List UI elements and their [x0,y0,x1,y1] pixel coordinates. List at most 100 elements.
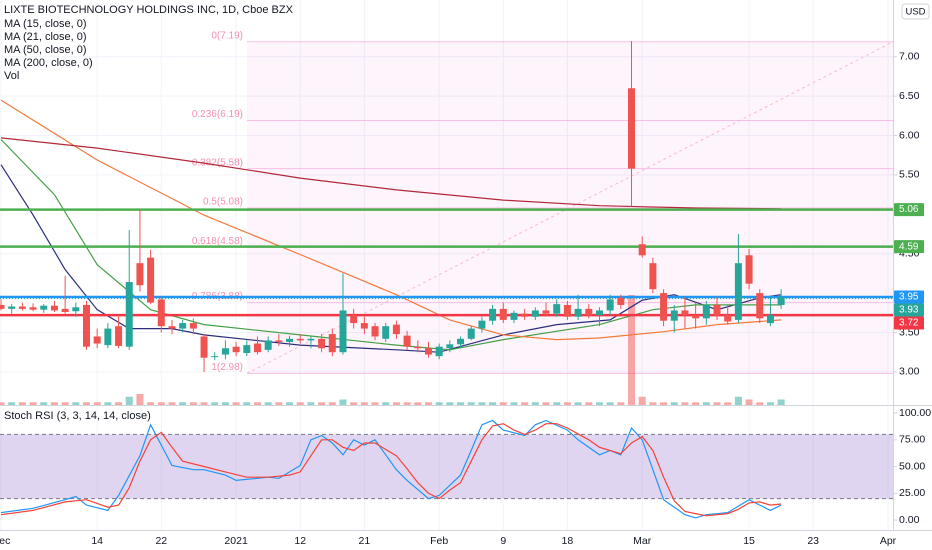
y-tick-label: 6.00 [899,129,920,141]
volume-bar [168,402,176,405]
volume-bar [104,402,112,405]
volume-bar [745,399,753,405]
volume-bar [446,402,454,405]
candle-body [702,304,710,319]
candle-body [489,308,497,321]
candle-body [670,310,678,321]
volume-bar [692,402,700,405]
volume-bar [499,402,507,405]
candle-body [467,328,475,339]
candle-body [157,299,165,327]
volume-bar [392,402,400,405]
price-label: 3.93 [899,305,919,316]
candle-body [531,310,539,317]
candle-body [328,334,336,353]
candle-body [318,338,326,349]
candle-body [777,297,785,305]
candle-body [72,307,80,312]
candle-body [478,320,486,329]
currency-badge[interactable] [901,3,930,20]
candle-body [29,307,37,310]
x-tick-label: 9 [500,535,506,547]
volume-bar [766,402,774,405]
candle-body [617,297,625,305]
candle-body [200,336,208,358]
volume-bar [510,402,518,405]
legend-entry: MA (200, close, 0) [4,57,93,69]
candle-body [649,263,657,290]
legend: LIXTE BIOTECHNOLOGY HOLDINGS INC, 1D, Cb… [4,4,294,422]
candle-body [713,304,721,316]
moving-average [0,139,782,351]
candle-body [414,346,422,349]
volume-bar [189,402,197,405]
legend-entry: MA (50, close, 0) [4,44,87,56]
candle-body [18,306,26,309]
volume-bar [424,402,432,405]
x-tick-label: 14 [91,535,103,547]
candle-body [638,244,646,256]
volume-bar [147,402,155,405]
volume-bar [157,402,165,405]
volume-bar [264,402,272,405]
candle-body [82,304,90,347]
price-label: 4.59 [899,241,919,252]
candle-body [446,344,454,349]
candle-body [724,315,732,322]
volume-bar [221,402,229,405]
volume-bar [563,402,571,405]
volume-bar [350,402,358,405]
volume-bar [82,402,90,405]
candle-body [264,340,272,350]
y-tick-label: 0.00 [899,514,920,526]
price-label: 3.95 [899,292,919,303]
legend-entry: MA (15, close, 0) [4,18,87,30]
volume-bar [713,402,721,405]
price-label: 5.06 [899,204,919,215]
volume-bar [307,402,315,405]
y-tick-label: 75.00 [899,434,925,446]
candle-body [115,326,123,346]
candle-body [286,338,294,342]
indicator-title: Stoch RSI (3, 3, 14, 14, close) [4,410,151,422]
candle-body [253,343,261,353]
volume-bar [403,402,411,405]
candle-body [275,340,283,342]
candle-body [734,263,742,320]
candle-body [692,315,700,319]
volume-bar [50,402,58,405]
volume-bar [724,402,732,405]
volume-bar [40,402,48,405]
fib-label: 1(2.98) [211,362,243,373]
chart-title: LIXTE BIOTECHNOLOGY HOLDINGS INC, 1D, Cb… [4,4,294,16]
x-tick-label: 21 [359,535,371,547]
candle-body [104,328,112,346]
candle-body [179,323,187,329]
y-tick-label: 50.00 [899,460,925,472]
volume-bar [72,402,80,405]
volume-bar [179,402,187,405]
currency-label[interactable]: USD [905,7,925,18]
fib-label: 0.382(5.58) [192,157,243,168]
candle-body [168,326,176,329]
candle-body [510,312,518,320]
candle-body [521,313,529,317]
volume-bar [521,402,529,405]
volume-bar [553,402,561,405]
volume-bar [286,402,294,405]
volume-bar [18,402,26,405]
candle-body [0,304,5,309]
volume-bar [542,402,550,405]
x-tick-label: 18 [562,535,574,547]
candle-body [211,356,219,358]
volume-bar [638,396,646,405]
volume-bar [617,402,625,405]
candle-body [296,338,304,341]
volume-bar [670,402,678,405]
stoch-line [0,419,782,519]
volume-bar [585,402,593,405]
candle-body [307,338,315,341]
volume-bar [275,402,283,405]
volume-bar [531,402,539,405]
